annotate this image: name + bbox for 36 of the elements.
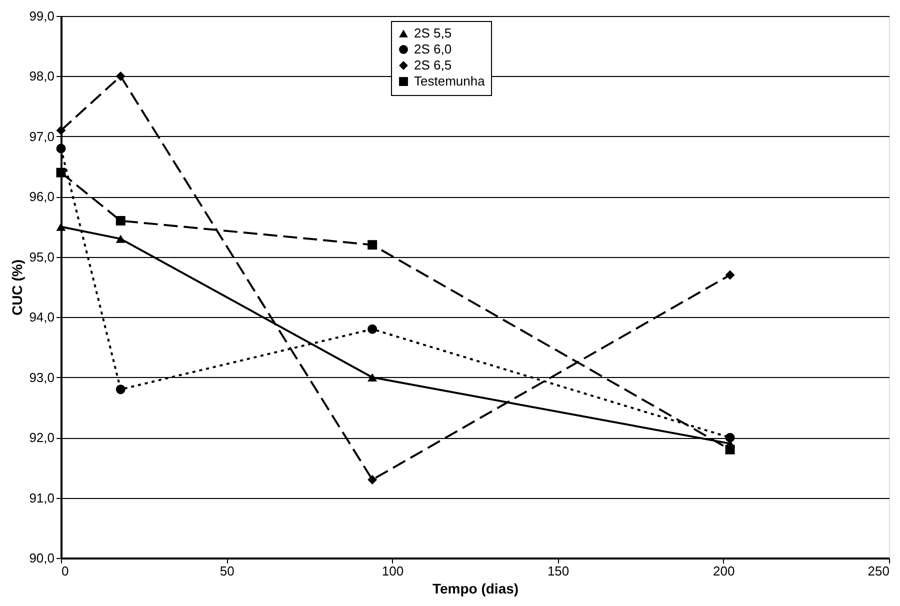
y-tick-label: 98,0	[29, 68, 54, 84]
y-tick-label: 93,0	[29, 370, 54, 385]
y-tick-label: 94,0	[29, 310, 54, 325]
y-tick-label: 97,0	[29, 128, 54, 144]
point	[368, 324, 378, 334]
point	[56, 168, 66, 178]
x-tick-label: 100	[382, 564, 404, 578]
point	[725, 432, 735, 442]
x-tick-label: 200	[713, 564, 735, 578]
x-tick-label: 0	[62, 564, 69, 578]
x-tick-label: 250	[868, 564, 890, 578]
y-tick-label: 99,0	[29, 8, 54, 24]
legend-label: 2S 5,5	[414, 26, 452, 40]
legend-label: Testemunha	[414, 74, 486, 88]
point	[116, 384, 126, 394]
y-tick-label: 92,0	[29, 430, 54, 446]
y-tick-label: 91,0	[29, 490, 54, 506]
y-tick-label: 90,0	[29, 550, 54, 566]
point	[725, 270, 735, 280]
point	[368, 240, 378, 250]
point	[56, 222, 66, 231]
point	[368, 474, 378, 484]
point	[116, 71, 126, 81]
legend-label: 2S 6,0	[414, 42, 452, 56]
x-axis-title: Tempo (dias)	[432, 580, 519, 596]
y-axis-title: CUC (%)	[9, 260, 26, 316]
point	[116, 216, 126, 226]
point	[368, 373, 378, 382]
point	[56, 144, 66, 154]
x-tick-label: 150	[547, 564, 570, 578]
y-tick-label: 95,0	[29, 249, 54, 264]
y-tick-label: 96,0	[29, 189, 54, 204]
legend-label: 2S 6,5	[414, 58, 452, 72]
x-tick-label: 50	[220, 564, 234, 578]
point	[725, 444, 735, 454]
point	[116, 234, 126, 243]
